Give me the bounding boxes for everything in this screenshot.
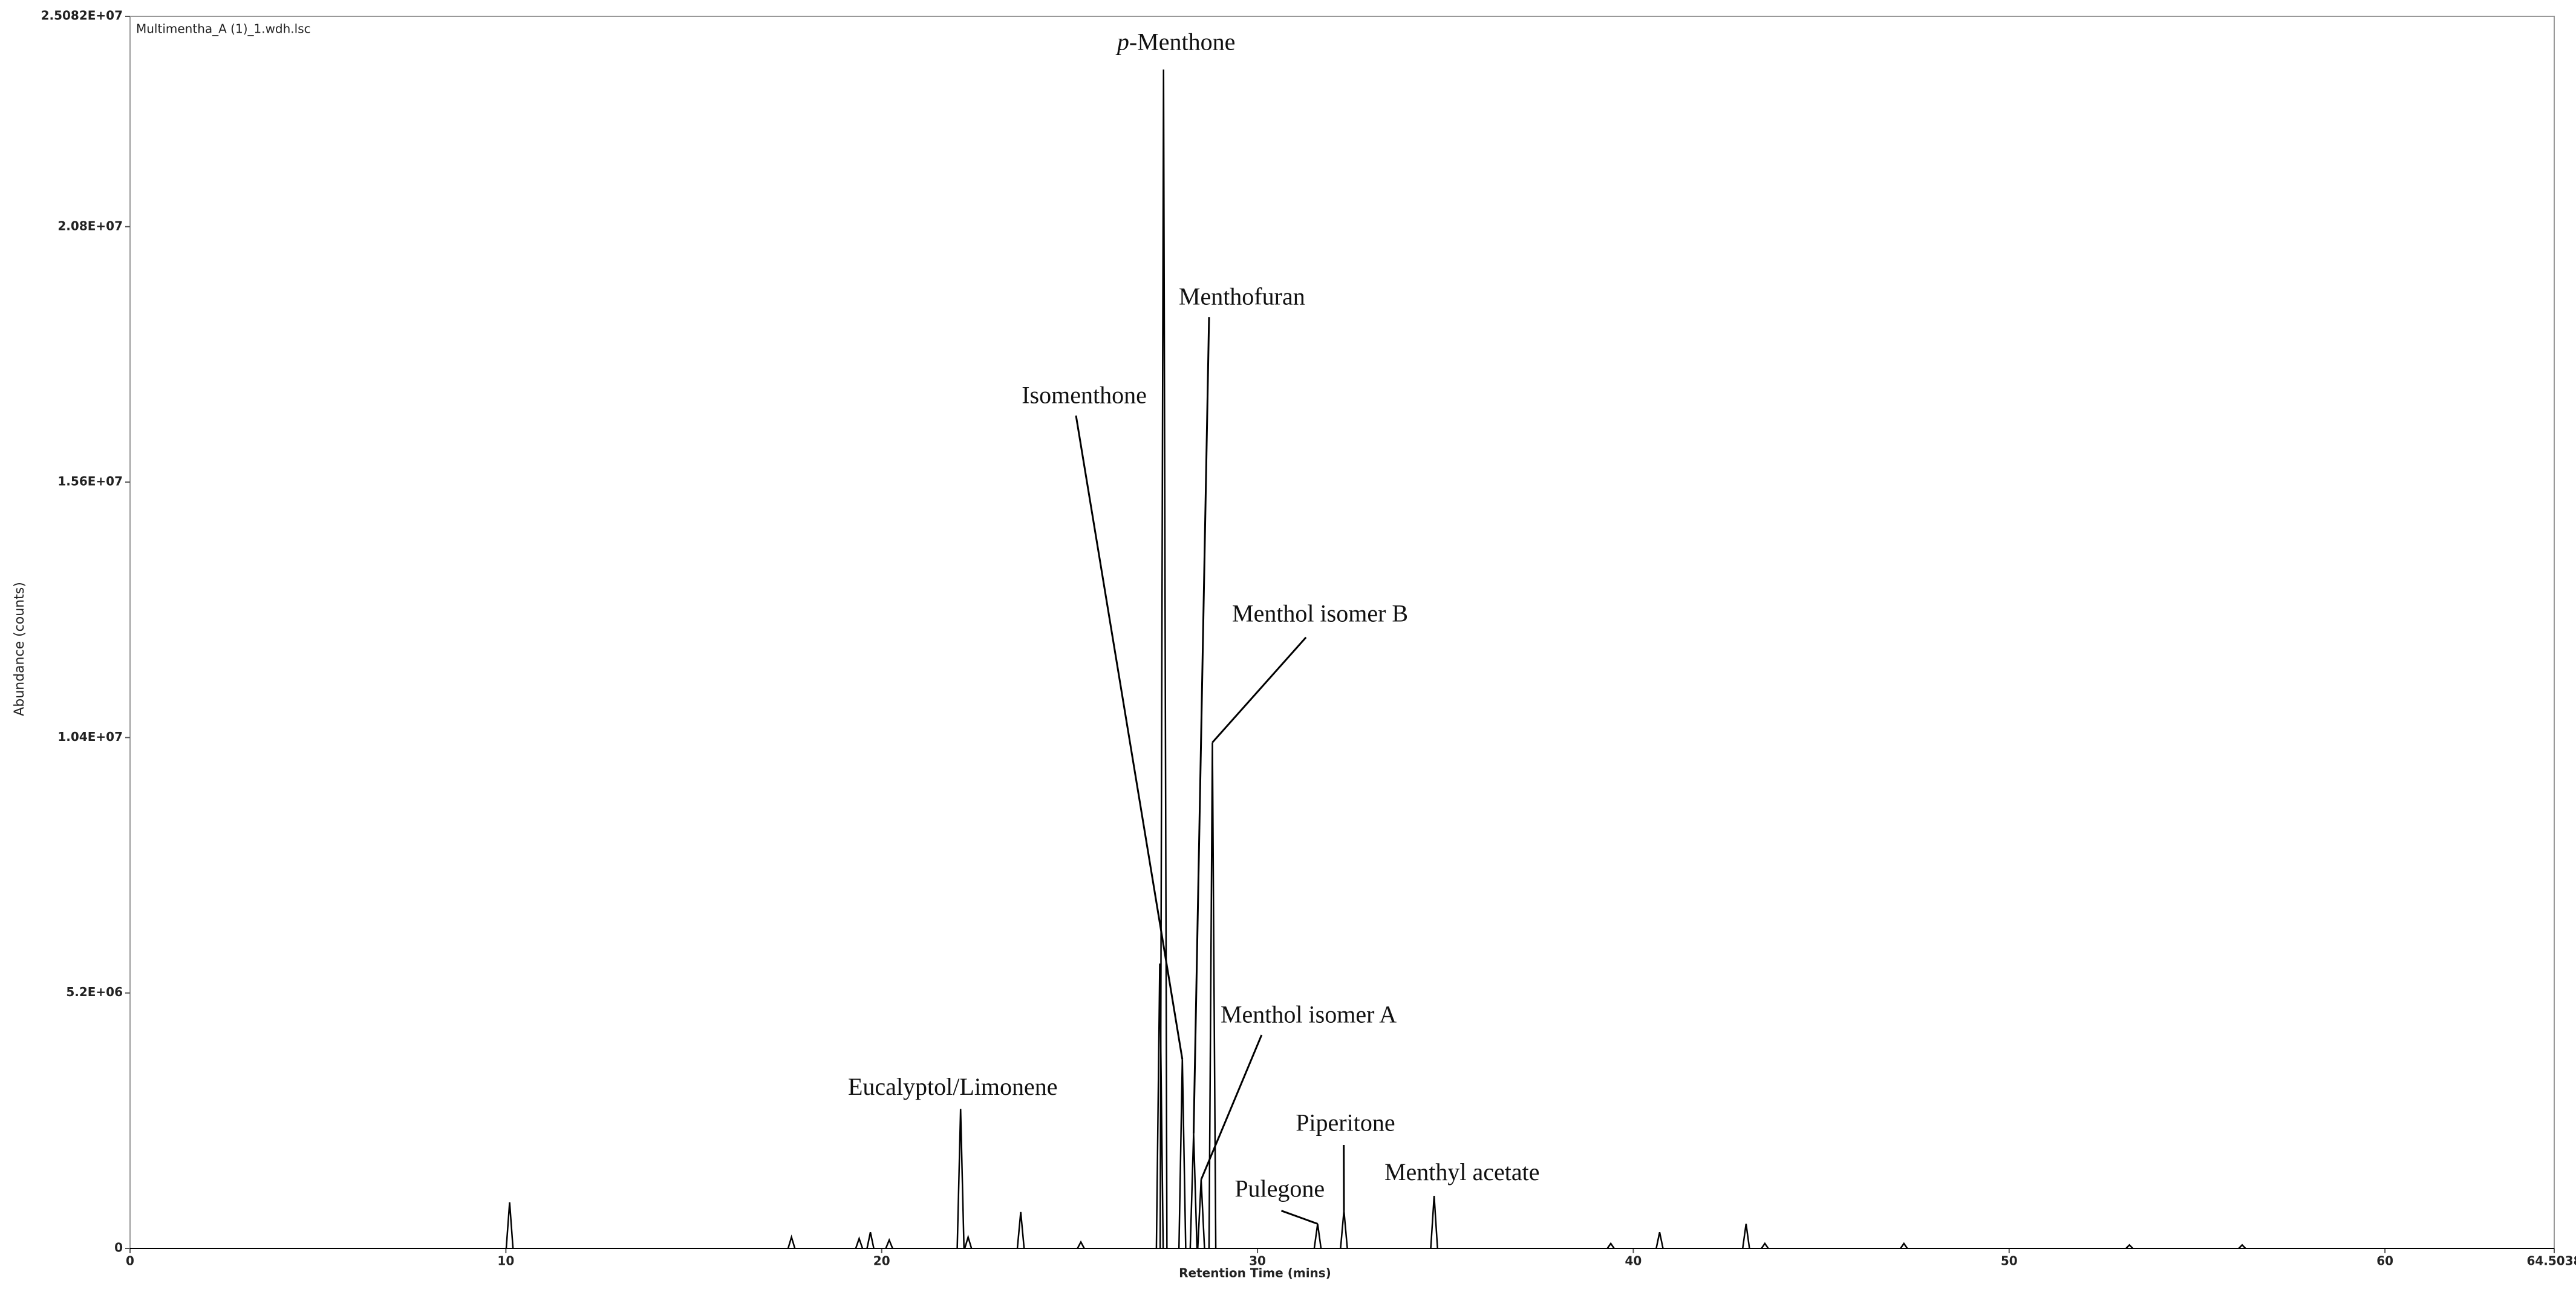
y-tick-label: 5.2E+06	[66, 985, 123, 999]
peak	[1313, 1224, 1322, 1249]
plot-frame	[129, 16, 2555, 1249]
peak-annotation: Pulegone	[1234, 1175, 1325, 1202]
peak	[964, 1234, 973, 1249]
peak	[956, 1109, 965, 1249]
x-tick-label: 50	[2001, 1254, 2018, 1268]
peak-annotation: Menthol isomer B	[1232, 600, 1408, 627]
peak	[505, 1202, 514, 1249]
leader-line	[1211, 636, 1307, 743]
x-tick-label: 60	[2376, 1254, 2393, 1268]
peak	[1655, 1231, 1664, 1249]
peak	[1761, 1242, 1769, 1249]
leader-line	[1280, 1210, 1319, 1225]
x-tick-label: 30	[1249, 1254, 1266, 1268]
peak-annotation: Piperitone	[1296, 1109, 1395, 1137]
peak	[1155, 963, 1164, 1249]
y-tick-label: 1.56E+07	[57, 474, 123, 489]
leader-line	[1192, 317, 1210, 1133]
leader-line	[1075, 415, 1184, 1060]
peak	[1340, 1210, 1348, 1249]
peak	[1900, 1242, 1908, 1249]
peak-annotation: Eucalyptol/Limonene	[848, 1073, 1058, 1100]
x-axis-label: Retention Time (mins)	[1179, 1266, 1331, 1280]
peak	[1742, 1224, 1750, 1249]
peak-annotation: Isomenthone	[1022, 381, 1147, 408]
leader-line	[1200, 1034, 1263, 1180]
peak	[1197, 1179, 1205, 1249]
peak	[1159, 69, 1168, 1249]
peak	[866, 1231, 875, 1249]
peak	[2125, 1244, 2134, 1249]
y-axis-label: Abundance (counts)	[12, 582, 27, 716]
x-tick-label: 10	[497, 1254, 514, 1268]
peak-annotation: Menthyl acetate	[1384, 1158, 1540, 1185]
x-tick-label: 64.5038	[2526, 1254, 2576, 1268]
y-tick-label: 1.04E+07	[57, 729, 123, 744]
peak	[1178, 1059, 1187, 1249]
peak	[2238, 1244, 2246, 1249]
peak	[1016, 1212, 1025, 1249]
peak-annotation: Menthol isomer A	[1221, 1000, 1397, 1028]
y-tick-label: 0	[114, 1241, 123, 1255]
peak-annotation: Menthofuran	[1179, 282, 1305, 310]
peak	[1606, 1242, 1615, 1249]
peak	[1189, 1133, 1198, 1249]
y-tick-label: 2.08E+07	[57, 218, 123, 233]
x-tick-label: 0	[126, 1254, 134, 1268]
x-tick-label: 20	[873, 1254, 890, 1268]
peak-annotation: p-Menthone	[1115, 28, 1236, 56]
chart-title: Multimentha_A (1)_1.wdh.lsc	[136, 22, 311, 36]
y-tick-label: 2.5082E+07	[41, 8, 123, 23]
peak	[855, 1236, 864, 1249]
x-tick-label: 40	[1625, 1254, 1642, 1268]
peak	[885, 1238, 893, 1249]
peak	[1208, 742, 1217, 1249]
peak	[1077, 1240, 1085, 1249]
peak	[1430, 1196, 1438, 1249]
peak	[787, 1234, 796, 1249]
